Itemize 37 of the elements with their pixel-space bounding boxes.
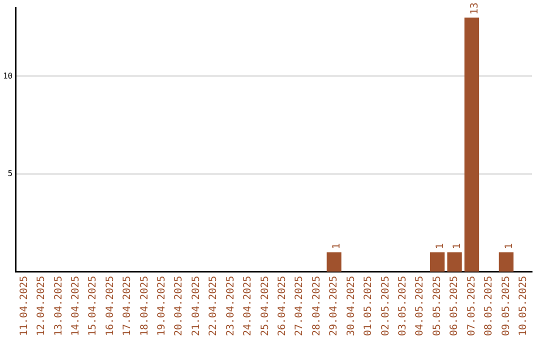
x-tick-label: 06.05.2025 [449, 276, 460, 336]
x-tick-label: 17.04.2025 [122, 276, 134, 336]
y-tick-label: 10 [2, 71, 13, 80]
x-tick-label: 14.04.2025 [70, 276, 82, 336]
x-tick-label: 02.05.2025 [380, 276, 392, 336]
data-label: 1 [504, 243, 515, 250]
x-tick-label: 04.05.2025 [414, 276, 426, 336]
x-tick-label: 16.04.2025 [104, 276, 116, 336]
x-tick-label: 01.05.2025 [363, 276, 374, 336]
data-label: 1 [452, 243, 464, 250]
x-tick-label: 21.04.2025 [190, 276, 202, 336]
x-tick-label: 11.04.2025 [18, 276, 30, 336]
x-tick-label: 25.04.2025 [260, 276, 271, 336]
x-tick-label: 09.05.2025 [500, 276, 512, 336]
data-label: 1 [332, 243, 343, 250]
x-tick-label: 24.04.2025 [242, 276, 254, 336]
x-tick-label: 18.04.2025 [139, 276, 150, 336]
x-tick-label: 22.04.2025 [208, 276, 220, 336]
x-tick-label: 15.04.2025 [88, 276, 99, 336]
x-tick-label: 08.05.2025 [484, 276, 495, 336]
x-tick-label: 05.05.2025 [432, 276, 443, 336]
x-tick-label: 19.04.2025 [156, 276, 168, 336]
data-label: 13 [469, 2, 480, 15]
x-tick-label: 03.05.2025 [398, 276, 408, 336]
data-label: 1 [434, 243, 446, 250]
x-tick-label: 29.04.2025 [328, 276, 340, 336]
x-tick-label: 20.04.2025 [174, 276, 185, 336]
x-tick-label: 23.04.2025 [225, 276, 236, 336]
x-tick-label: 27.04.2025 [294, 276, 306, 336]
x-tick-label: 13.04.2025 [53, 276, 64, 336]
x-tick-label: 07.05.2025 [466, 276, 478, 336]
y-tick-label: 5 [8, 169, 13, 178]
x-tick-label: 30.04.2025 [346, 276, 357, 336]
x-tick-label: 12.04.2025 [36, 276, 48, 336]
x-tick-label: 28.04.2025 [311, 276, 322, 336]
x-tick-label: 10.05.2025 [518, 276, 529, 336]
x-tick-label: 26.04.2025 [277, 276, 288, 336]
